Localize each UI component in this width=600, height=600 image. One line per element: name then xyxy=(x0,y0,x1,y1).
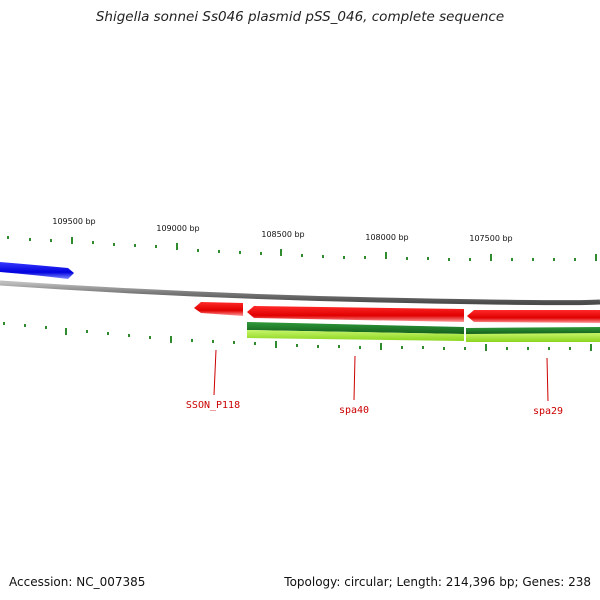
feature-band-light[interactable] xyxy=(247,330,464,341)
major-tick xyxy=(590,344,592,351)
lower-tick-row xyxy=(3,322,592,351)
major-tick xyxy=(595,254,597,261)
major-tick xyxy=(71,237,73,244)
feature-band-dark-2[interactable] xyxy=(466,327,600,334)
map-title: Shigella sonnei Ss046 plasmid pSS_046, c… xyxy=(95,9,505,25)
leader-line-spa40 xyxy=(353,355,356,401)
gene-label-sson-p118[interactable]: SSON_P118 xyxy=(186,400,240,411)
major-tick xyxy=(380,343,382,350)
forward-gene-arrow[interactable] xyxy=(0,262,74,279)
upper-tick-row xyxy=(7,236,597,261)
major-tick xyxy=(385,252,387,259)
major-tick xyxy=(485,344,487,351)
major-tick xyxy=(170,336,172,343)
feature-band-light-2[interactable] xyxy=(466,333,600,342)
major-tick xyxy=(176,243,178,250)
gene-label-spa29[interactable]: spa29 xyxy=(533,406,563,417)
reverse-gene-spa40[interactable] xyxy=(247,306,464,322)
plasmid-backbone xyxy=(0,280,600,306)
scale-label-109500: 109500 bp xyxy=(52,217,95,226)
gene-label-spa40[interactable]: spa40 xyxy=(339,405,369,416)
accession-text: Accession: NC_007385 xyxy=(9,575,146,589)
reverse-gene-spa29[interactable] xyxy=(467,310,600,323)
major-tick xyxy=(490,254,492,261)
major-tick xyxy=(65,328,67,335)
leader-line-sson-p118 xyxy=(213,349,217,396)
scale-label-109000: 109000 bp xyxy=(156,224,199,233)
major-tick xyxy=(275,341,277,348)
topology-summary: Topology: circular; Length: 214,396 bp; … xyxy=(284,575,591,589)
leader-line-spa29 xyxy=(546,357,549,402)
major-tick xyxy=(280,249,282,256)
scale-label-108500: 108500 bp xyxy=(261,230,304,239)
scale-label-108000: 108000 bp xyxy=(365,233,408,242)
reverse-gene-sson-p118[interactable] xyxy=(194,302,243,316)
scale-label-107500: 107500 bp xyxy=(469,234,512,243)
